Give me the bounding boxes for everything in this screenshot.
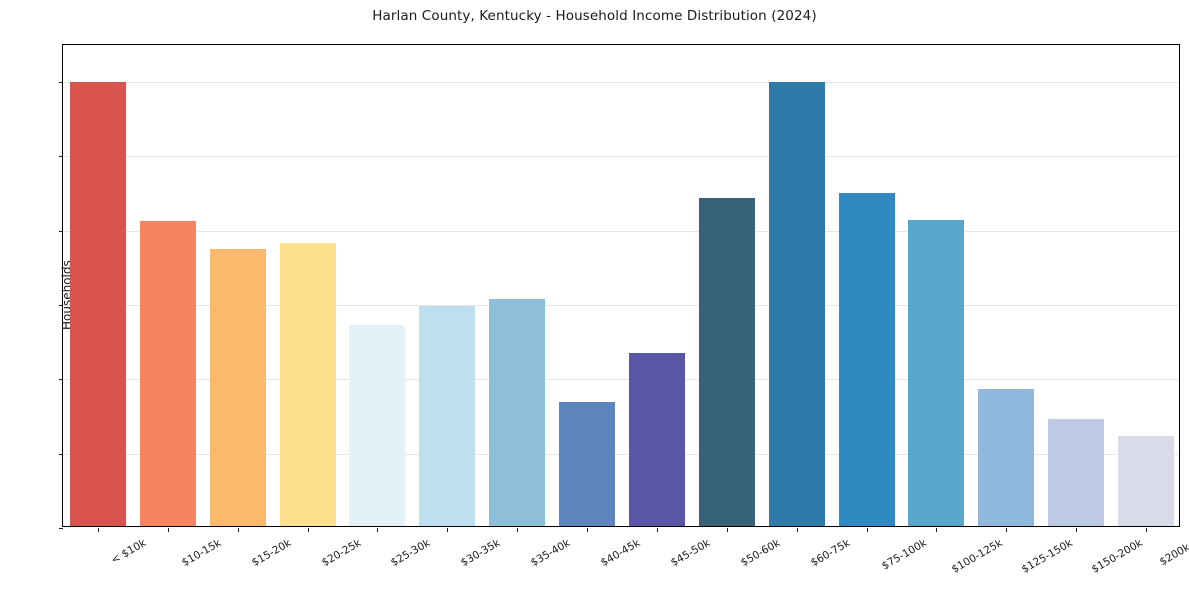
bar[interactable] [628,353,685,526]
x-tick-mark [796,528,798,532]
x-tick-mark [726,528,728,532]
y-tick-mark [59,379,63,381]
bar[interactable] [978,388,1035,526]
x-tick-label: $20-25k [319,537,363,570]
bar[interactable] [489,299,546,526]
gridline [63,82,1179,84]
x-tick-label: $200k+ [1157,537,1189,569]
bar[interactable] [279,242,336,526]
bar-series [63,45,1179,526]
x-tick-mark [1146,528,1148,532]
gridline [63,453,1179,455]
x-tick-mark [1006,528,1008,532]
x-tick-mark [447,528,449,532]
x-tick-label: $75-100k [879,537,929,573]
bar[interactable] [139,221,196,526]
x-tick-label: $40-45k [598,537,643,570]
x-tick-mark [936,528,938,532]
x-tick-label: $125-150k [1019,537,1075,576]
bar[interactable] [559,402,615,526]
x-tick-mark [1076,528,1078,532]
x-tick-label: $10-15k [179,537,224,570]
gridline [63,230,1179,232]
x-tick-mark [307,528,309,532]
x-tick-mark [656,528,658,532]
y-tick-mark [59,528,63,529]
x-tick-label: $45-50k [668,537,713,570]
bar[interactable] [1048,418,1105,526]
x-tick-label: < $10k [109,537,149,567]
x-tick-mark [167,528,169,532]
x-tick-mark [866,528,868,532]
bar[interactable] [209,249,266,526]
bar[interactable] [1118,436,1174,526]
x-tick-mark [587,528,589,532]
x-tick-label: $25-30k [389,537,433,570]
gridline [63,305,1179,307]
y-tick-mark [59,82,63,84]
x-tick-label: $15-20k [249,537,293,570]
x-tick-label: $150-200k [1089,537,1145,576]
bar[interactable] [349,325,406,526]
x-tick-label: $30-35k [459,537,503,570]
x-tick-label: $50-60k [738,537,783,570]
y-tick-mark [59,305,63,307]
x-tick-mark [517,528,519,532]
chart-title: Harlan County, Kentucky - Household Inco… [372,8,817,24]
bar[interactable] [419,305,476,526]
bar[interactable] [768,81,825,526]
x-tick-mark [237,528,239,532]
y-tick-mark [59,453,63,455]
x-tick-label: $35-40k [528,537,573,570]
y-tick-mark [59,156,63,158]
plot-area: Households 02004006008001K1K < $10k$10-1… [59,44,1189,576]
bar[interactable] [908,220,965,526]
x-tick-mark [377,528,379,532]
bar[interactable] [698,197,755,526]
bar[interactable] [69,81,126,526]
x-tick-label: $100-125k [950,537,1006,576]
y-tick-mark [59,230,63,232]
x-tick-mark [97,528,99,532]
x-tick-label: $60-75k [808,537,852,570]
gridline [63,379,1179,381]
bar[interactable] [838,192,895,526]
gridline [63,156,1179,158]
